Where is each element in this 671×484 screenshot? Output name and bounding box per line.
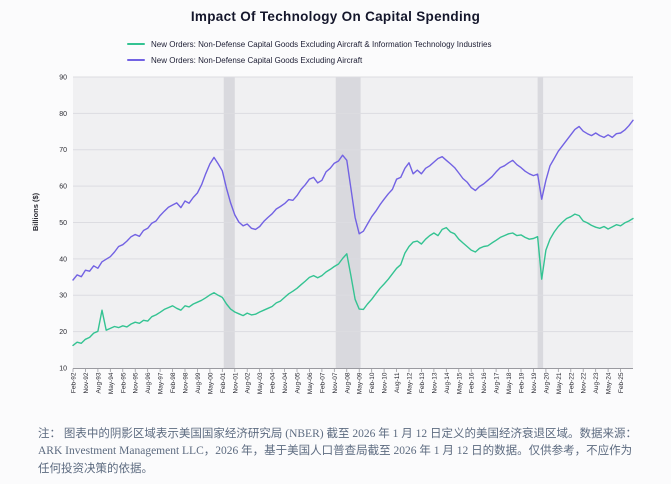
- x-tick-label: Feb-13: [419, 372, 426, 393]
- x-tick-label: Nov-16: [481, 372, 488, 393]
- y-tick-label: 30: [59, 293, 67, 300]
- x-tick-label: Feb-10: [369, 372, 376, 393]
- chart-legend: New Orders: Non-Defense Capital Goods Ex…: [127, 36, 491, 68]
- x-tick-label: Feb-04: [270, 372, 277, 393]
- legend-label-ex-aircraft: New Orders: Non-Defense Capital Goods Ex…: [151, 55, 363, 65]
- x-tick-label: May-24: [606, 372, 613, 394]
- legend-label-ex-it-industries: New Orders: Non-Defense Capital Goods Ex…: [151, 39, 492, 49]
- x-tick-label: May-18: [506, 372, 513, 394]
- legend-line-swatch-green: [127, 42, 145, 46]
- x-tick-label: Feb-98: [170, 372, 177, 393]
- x-tick-label: Nov-98: [183, 372, 190, 393]
- x-tick-label: May-21: [556, 372, 563, 394]
- x-tick-label: May-00: [207, 372, 214, 394]
- y-tick-label: 10: [59, 365, 67, 372]
- footnote: 注： 图表中的阴影区域表示美国国家经济研究局 (NBER) 截至 2026 年 …: [38, 428, 637, 475]
- x-tick-label: Nov-22: [581, 372, 588, 393]
- y-tick-label: 40: [59, 256, 67, 263]
- x-tick-label: May-97: [158, 372, 165, 394]
- x-tick-label: Aug-93: [95, 372, 102, 393]
- x-tick-label: Nov-13: [431, 372, 438, 393]
- x-tick-label: Nov-19: [531, 372, 538, 393]
- x-tick-label: Feb-25: [618, 372, 625, 393]
- series-line-ex-it-industries: [72, 213, 634, 347]
- x-tick-label: Aug-99: [195, 372, 202, 393]
- x-tick-label: Aug-08: [344, 372, 351, 393]
- x-tick-label: Nov-04: [282, 372, 289, 393]
- legend-item-ex-aircraft: New Orders: Non-Defense Capital Goods Ex…: [127, 52, 491, 68]
- y-tick-label: 60: [59, 184, 67, 191]
- y-tick-label: 90: [59, 74, 67, 81]
- x-tick-label: Feb-01: [220, 372, 227, 393]
- x-tick-label: May-15: [456, 372, 463, 394]
- series-line-ex-aircraft: [72, 119, 634, 281]
- x-tick-label: Nov-92: [83, 372, 90, 393]
- x-tick-label: Aug-23: [593, 372, 600, 393]
- x-tick-label: Aug-20: [543, 372, 550, 393]
- x-tick-label: Nov-01: [232, 372, 239, 393]
- x-tick-label: Feb-19: [519, 372, 526, 393]
- x-tick-label: Aug-02: [245, 372, 252, 393]
- x-tick-label: Aug-11: [394, 372, 401, 393]
- x-tick-label: May-03: [257, 372, 264, 394]
- x-tick-label: Nov-95: [133, 372, 140, 393]
- y-tick-label: 70: [59, 147, 67, 154]
- y-tick-label: 50: [59, 220, 67, 227]
- x-tick-label: May-94: [108, 372, 115, 394]
- x-tick-label: May-09: [357, 372, 364, 394]
- x-tick-label: May-12: [407, 372, 414, 394]
- x-tick-label: Feb-22: [568, 372, 575, 393]
- y-tick-label: 80: [59, 111, 67, 118]
- x-tick-label: Aug-05: [295, 372, 302, 393]
- x-tick-label: Aug-14: [444, 372, 451, 393]
- y-axis-label: Billions ($): [31, 192, 40, 231]
- x-tick-label: Feb-92: [71, 372, 78, 393]
- y-tick-label: 20: [59, 329, 67, 336]
- chart-title: Impact Of Technology On Capital Spending: [190, 9, 481, 24]
- x-tick-label: Nov-07: [332, 372, 339, 393]
- x-tick-label: Feb-95: [120, 372, 127, 393]
- x-tick-label: Feb-16: [469, 372, 476, 393]
- x-tick-label: May-06: [307, 372, 314, 394]
- x-tick-label: Aug-96: [145, 372, 152, 393]
- x-tick-label: Nov-10: [382, 372, 389, 393]
- x-tick-label: Aug-17: [494, 372, 501, 393]
- legend-item-ex-it-industries: New Orders: Non-Defense Capital Goods Ex…: [127, 36, 491, 52]
- legend-line-swatch-purple: [127, 58, 145, 62]
- x-tick-label: Feb-07: [319, 372, 326, 393]
